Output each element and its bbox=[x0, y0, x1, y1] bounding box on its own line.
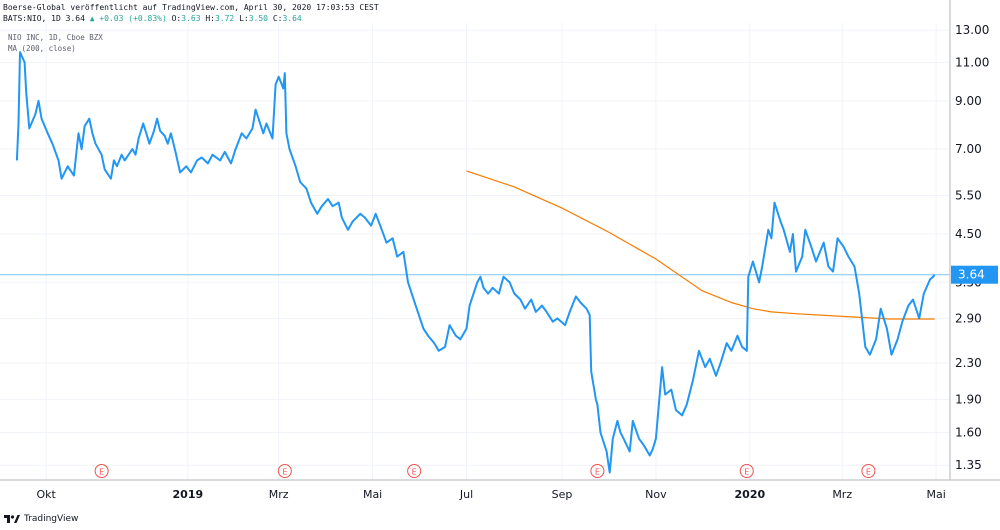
x-tick-label: Mai bbox=[926, 488, 945, 501]
y-tick-label: 9.00 bbox=[955, 94, 982, 108]
y-axis: 13.0011.009.007.005.504.503.502.902.301.… bbox=[951, 23, 998, 472]
x-tick-label: 2020 bbox=[735, 488, 766, 501]
chart-grid bbox=[0, 0, 1000, 481]
earnings-marker-label: E bbox=[744, 468, 749, 477]
y-tick-label: 5.50 bbox=[955, 188, 982, 202]
ma-layer bbox=[466, 170, 935, 320]
high-value: 3.72 bbox=[214, 14, 235, 23]
legend-indicator: MA (200, close) bbox=[8, 44, 76, 53]
x-tick-label: Nov bbox=[645, 488, 667, 501]
earnings-marker-label: E bbox=[99, 468, 104, 477]
y-tick-label: 1.35 bbox=[955, 458, 982, 472]
y-tick-label: 1.90 bbox=[955, 393, 982, 407]
legend-instrument: NIO INC, 1D, Cboe BZX bbox=[8, 33, 103, 42]
y-tick-label: 4.50 bbox=[955, 227, 982, 241]
earnings-marker-label: E bbox=[595, 468, 600, 477]
x-tick-label: Mrz bbox=[832, 488, 852, 501]
earnings-marker[interactable] bbox=[590, 464, 605, 478]
x-tick-label: 2019 bbox=[173, 488, 204, 501]
publication-info: Boerse-Global veröffentlicht auf Trading… bbox=[3, 3, 379, 12]
x-tick-label: Mrz bbox=[269, 488, 289, 501]
y-tick-label: 1.60 bbox=[955, 426, 982, 440]
price-layer bbox=[15, 51, 936, 474]
symbol-label: BATS:NIO, 1D bbox=[3, 14, 61, 23]
earnings-marker[interactable] bbox=[407, 464, 422, 478]
close-label: C: bbox=[272, 14, 283, 23]
earnings-marker[interactable] bbox=[739, 464, 754, 478]
last-price-badge-label: 3.64 bbox=[958, 268, 985, 282]
close-value: 3.64 bbox=[282, 14, 302, 23]
price-change: ▲ +0.03 (+0.83%) bbox=[89, 14, 167, 23]
symbol-ohlc-bar: BATS:NIO, 1D 3.64 ▲ +0.03 (+0.83%) O:3.6… bbox=[3, 14, 302, 23]
y-tick-label: 13.00 bbox=[955, 23, 989, 37]
x-axis: Okt 2019 Mrz Mai Jul Sep Nov 2020 Mrz Mai bbox=[37, 488, 946, 501]
high-label: H: bbox=[205, 14, 215, 23]
low-label: L: bbox=[239, 14, 249, 23]
earnings-marker[interactable] bbox=[277, 464, 292, 478]
x-tick-label: Jul bbox=[459, 488, 473, 501]
earnings-marker[interactable] bbox=[861, 464, 876, 478]
x-tick-label: Sep bbox=[552, 488, 573, 501]
open-value: 3.63 bbox=[181, 14, 201, 23]
open-label: O: bbox=[171, 14, 182, 23]
tradingview-logo-icon bbox=[4, 515, 20, 523]
y-tick-label: 7.00 bbox=[955, 142, 982, 156]
earnings-marker-label: E bbox=[412, 468, 417, 477]
footer[interactable]: TradingView bbox=[4, 512, 78, 526]
last-price: 3.64 bbox=[65, 14, 85, 23]
y-tick-label: 2.90 bbox=[955, 311, 982, 325]
low-value: 3.50 bbox=[248, 14, 268, 23]
x-tick-label: Okt bbox=[37, 488, 57, 501]
earnings-marker-label: E bbox=[282, 468, 287, 477]
earnings-marker[interactable] bbox=[94, 464, 109, 478]
ma-line bbox=[466, 170, 935, 320]
price-line bbox=[15, 51, 936, 474]
y-tick-label: 11.00 bbox=[955, 55, 989, 69]
earnings-marker-label: E bbox=[866, 468, 871, 477]
last-price-badge bbox=[951, 265, 998, 284]
x-tick-label: Mai bbox=[363, 488, 382, 501]
footer-brand: TradingView bbox=[24, 514, 79, 524]
y-tick-label: 2.30 bbox=[955, 356, 982, 370]
